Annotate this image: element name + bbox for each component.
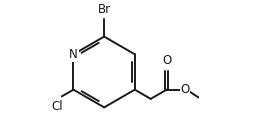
Text: Cl: Cl: [51, 100, 63, 113]
Text: O: O: [180, 83, 190, 96]
Text: N: N: [69, 48, 78, 61]
Text: Br: Br: [98, 3, 111, 16]
Text: O: O: [162, 54, 171, 67]
